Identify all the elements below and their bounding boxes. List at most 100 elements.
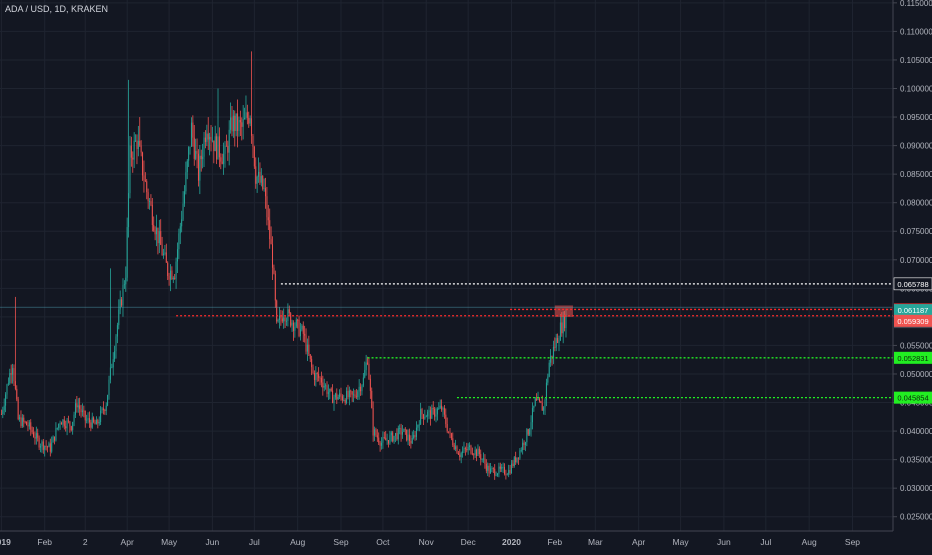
candle-body — [42, 441, 44, 450]
support-price-tag-label: 0.052831 — [897, 354, 928, 363]
candle-body — [503, 467, 505, 474]
reference-price-tag-label: 0.065788 — [897, 280, 928, 289]
candle-body — [294, 326, 296, 331]
grid — [0, 0, 893, 531]
candle-body — [421, 409, 423, 415]
candle-body — [221, 161, 223, 164]
candle-body — [230, 117, 232, 130]
candle-body — [167, 262, 169, 277]
candle-body — [555, 338, 557, 348]
candle-body — [72, 421, 74, 431]
candle-body — [277, 319, 279, 322]
candle-body — [146, 181, 148, 193]
candle-body — [485, 463, 487, 471]
candle-body — [510, 463, 512, 474]
candle-body — [545, 382, 547, 400]
candle-body — [429, 410, 431, 419]
candle-body — [312, 367, 314, 374]
prev-price-label: 0.059309 — [897, 317, 928, 326]
candle-body — [523, 442, 525, 446]
candle-body — [301, 325, 303, 330]
candle-body — [6, 384, 8, 395]
candle-body — [365, 362, 367, 371]
x-tick-label: 2 — [83, 537, 88, 547]
candle-body — [438, 407, 440, 410]
candle-body — [129, 145, 131, 194]
candle-body — [554, 346, 556, 348]
candle-body — [339, 393, 341, 397]
candle-body — [91, 417, 93, 428]
x-tick-label: 2019 — [0, 537, 11, 547]
candle-body — [346, 390, 348, 403]
candle-body — [104, 410, 106, 411]
candle-body — [253, 146, 255, 167]
candle-body — [550, 355, 552, 363]
candle-body — [364, 370, 366, 378]
candle-body — [467, 446, 469, 451]
candle-body — [93, 417, 95, 422]
candle-body — [121, 299, 123, 306]
candle-body — [326, 385, 328, 394]
candle-body — [244, 117, 246, 120]
last-price-label: 0.061187 — [898, 306, 929, 315]
candle-body — [309, 354, 311, 359]
candle-body — [137, 140, 139, 150]
candle-body — [505, 473, 507, 475]
candle-body — [38, 437, 40, 448]
candle-body — [435, 414, 437, 417]
candle-body — [285, 320, 287, 322]
candle-body — [436, 409, 438, 415]
candle-body — [19, 417, 21, 420]
candle-body — [109, 367, 111, 380]
candle-body — [478, 448, 480, 455]
candle-body — [9, 373, 11, 384]
candle-body — [59, 422, 61, 424]
candle-body — [246, 112, 248, 118]
candle-body — [158, 231, 160, 244]
candle-body — [7, 383, 9, 385]
candle-body — [115, 336, 117, 352]
candle-body — [112, 359, 114, 368]
candle-body — [457, 453, 459, 455]
y-tick-label: 0.080000 — [900, 199, 932, 208]
candle-body — [199, 155, 201, 181]
candle-body — [206, 133, 208, 142]
candle-body — [392, 432, 394, 442]
candle-body — [76, 403, 78, 408]
candle-body — [163, 253, 165, 256]
candle-body — [262, 176, 264, 189]
candle-body — [12, 368, 14, 375]
candle-body — [375, 429, 377, 436]
candle-body — [281, 318, 283, 322]
y-tick-label: 0.025000 — [900, 513, 932, 522]
candle-body — [372, 407, 374, 436]
candle-body — [232, 115, 234, 132]
reference-price-tag — [893, 277, 932, 291]
candle-body — [218, 136, 220, 158]
candle-body — [116, 325, 118, 337]
candle-body — [418, 424, 420, 426]
candle-body — [249, 118, 251, 124]
candle-body — [37, 433, 39, 438]
candle-body — [164, 252, 166, 254]
x-tick-label: May — [161, 537, 178, 547]
candle-body — [414, 435, 416, 437]
prev-price-tag — [894, 314, 932, 327]
candle-body — [125, 277, 127, 285]
candle-body — [506, 474, 508, 476]
candle-body — [357, 391, 359, 398]
candle-body — [322, 382, 324, 388]
candle-body — [30, 422, 32, 430]
candle-body — [190, 122, 192, 147]
candle-body — [396, 433, 398, 440]
candle-body — [280, 315, 282, 319]
candle-body — [255, 166, 257, 184]
y-tick-label: 0.050000 — [900, 370, 932, 379]
candle-body — [348, 390, 350, 398]
candle-body — [304, 333, 306, 336]
candle-body — [35, 433, 37, 439]
candle-body — [529, 429, 531, 435]
candle-body — [182, 203, 184, 220]
